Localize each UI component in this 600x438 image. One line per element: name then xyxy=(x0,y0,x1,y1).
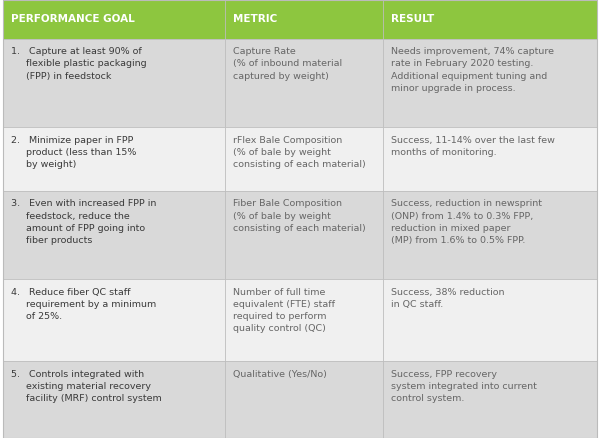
Bar xyxy=(3,127,225,191)
Text: RESULT: RESULT xyxy=(391,14,434,24)
Text: 2.   Minimize paper in FPP
     product (less than 15%
     by weight): 2. Minimize paper in FPP product (less t… xyxy=(11,136,136,169)
Text: rFlex Bale Composition
(% of bale by weight
consisting of each material): rFlex Bale Composition (% of bale by wei… xyxy=(233,136,365,169)
Bar xyxy=(225,191,383,279)
Text: Fiber Bale Composition
(% of bale by weight
consisting of each material): Fiber Bale Composition (% of bale by wei… xyxy=(233,199,365,233)
Text: Needs improvement, 74% capture
rate in February 2020 testing.
Additional equipme: Needs improvement, 74% capture rate in F… xyxy=(391,47,554,93)
Bar xyxy=(3,361,225,438)
Text: Capture Rate
(% of inbound material
captured by weight): Capture Rate (% of inbound material capt… xyxy=(233,47,342,81)
Bar xyxy=(383,127,597,191)
Bar xyxy=(225,127,383,191)
Bar xyxy=(383,39,597,127)
Bar xyxy=(383,279,597,361)
Text: Success, 38% reduction
in QC staff.: Success, 38% reduction in QC staff. xyxy=(391,288,504,309)
Text: Number of full time
equivalent (FTE) staff
required to perform
quality control (: Number of full time equivalent (FTE) sta… xyxy=(233,288,335,333)
Text: Qualitative (Yes/No): Qualitative (Yes/No) xyxy=(233,370,326,378)
Bar xyxy=(383,191,597,279)
Bar xyxy=(383,361,597,438)
Text: PERFORMANCE GOAL: PERFORMANCE GOAL xyxy=(11,14,134,24)
Text: 4.   Reduce fiber QC staff
     requirement by a minimum
     of 25%.: 4. Reduce fiber QC staff requirement by … xyxy=(11,288,156,321)
Text: 5.   Controls integrated with
     existing material recovery
     facility (MRF: 5. Controls integrated with existing mat… xyxy=(11,370,161,403)
Text: Success, 11-14% over the last few
months of monitoring.: Success, 11-14% over the last few months… xyxy=(391,136,554,157)
Bar xyxy=(3,191,225,279)
Text: Success, FPP recovery
system integrated into current
control system.: Success, FPP recovery system integrated … xyxy=(391,370,536,403)
Text: 3.   Even with increased FPP in
     feedstock, reduce the
     amount of FPP go: 3. Even with increased FPP in feedstock,… xyxy=(11,199,156,245)
Text: Success, reduction in newsprint
(ONP) from 1.4% to 0.3% FPP,
reduction in mixed : Success, reduction in newsprint (ONP) fr… xyxy=(391,199,542,245)
Bar xyxy=(225,39,383,127)
Bar xyxy=(225,279,383,361)
Text: 1.   Capture at least 90% of
     flexible plastic packaging
     (FPP) in feeds: 1. Capture at least 90% of flexible plas… xyxy=(11,47,146,81)
Bar xyxy=(3,279,225,361)
Bar xyxy=(383,0,597,39)
Bar xyxy=(3,39,225,127)
Bar xyxy=(225,361,383,438)
Bar xyxy=(225,0,383,39)
Text: METRIC: METRIC xyxy=(233,14,277,24)
Bar xyxy=(3,0,225,39)
